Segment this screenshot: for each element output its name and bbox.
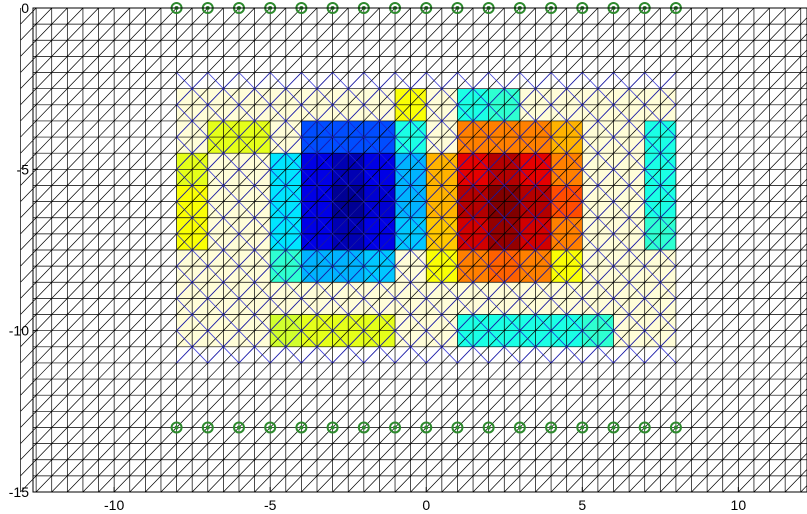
plot-frame bbox=[32, 7, 807, 493]
bottom-marker bbox=[295, 421, 308, 434]
y-tick-label: -10 bbox=[9, 323, 29, 339]
bottom-marker bbox=[170, 421, 183, 434]
x-tick-label: 10 bbox=[731, 497, 747, 513]
bottom-marker bbox=[420, 421, 433, 434]
axes: -10 -5 0 5 10 0 -5 -10 -15 bbox=[9, 0, 807, 513]
bottom-marker bbox=[545, 421, 558, 434]
markers bbox=[170, 2, 682, 434]
bottom-marker bbox=[576, 421, 589, 434]
outer-mesh-lines bbox=[20, 7, 807, 493]
bottom-marker bbox=[451, 421, 464, 434]
bottom-marker bbox=[264, 421, 277, 434]
x-tick-label: -5 bbox=[264, 497, 277, 513]
y-tick-label: 0 bbox=[21, 0, 29, 16]
x-tick-label: 0 bbox=[422, 497, 430, 513]
bottom-marker bbox=[201, 421, 214, 434]
bottom-marker bbox=[232, 421, 245, 434]
bottom-marker bbox=[638, 421, 651, 434]
inner-mesh bbox=[176, 72, 677, 364]
x-tick-label: 5 bbox=[578, 497, 586, 513]
bottom-marker bbox=[357, 421, 370, 434]
x-tick-label: -10 bbox=[104, 497, 124, 513]
inner-mesh-lines bbox=[176, 72, 677, 364]
outer-mesh bbox=[20, 7, 807, 493]
bottom-marker bbox=[669, 421, 682, 434]
bottom-marker bbox=[326, 421, 339, 434]
y-tick-label: -15 bbox=[9, 484, 29, 500]
bottom-marker bbox=[389, 421, 402, 434]
bottom-marker bbox=[513, 421, 526, 434]
y-tick-label: -5 bbox=[17, 161, 30, 177]
bottom-marker bbox=[482, 421, 495, 434]
bottom-marker bbox=[607, 421, 620, 434]
